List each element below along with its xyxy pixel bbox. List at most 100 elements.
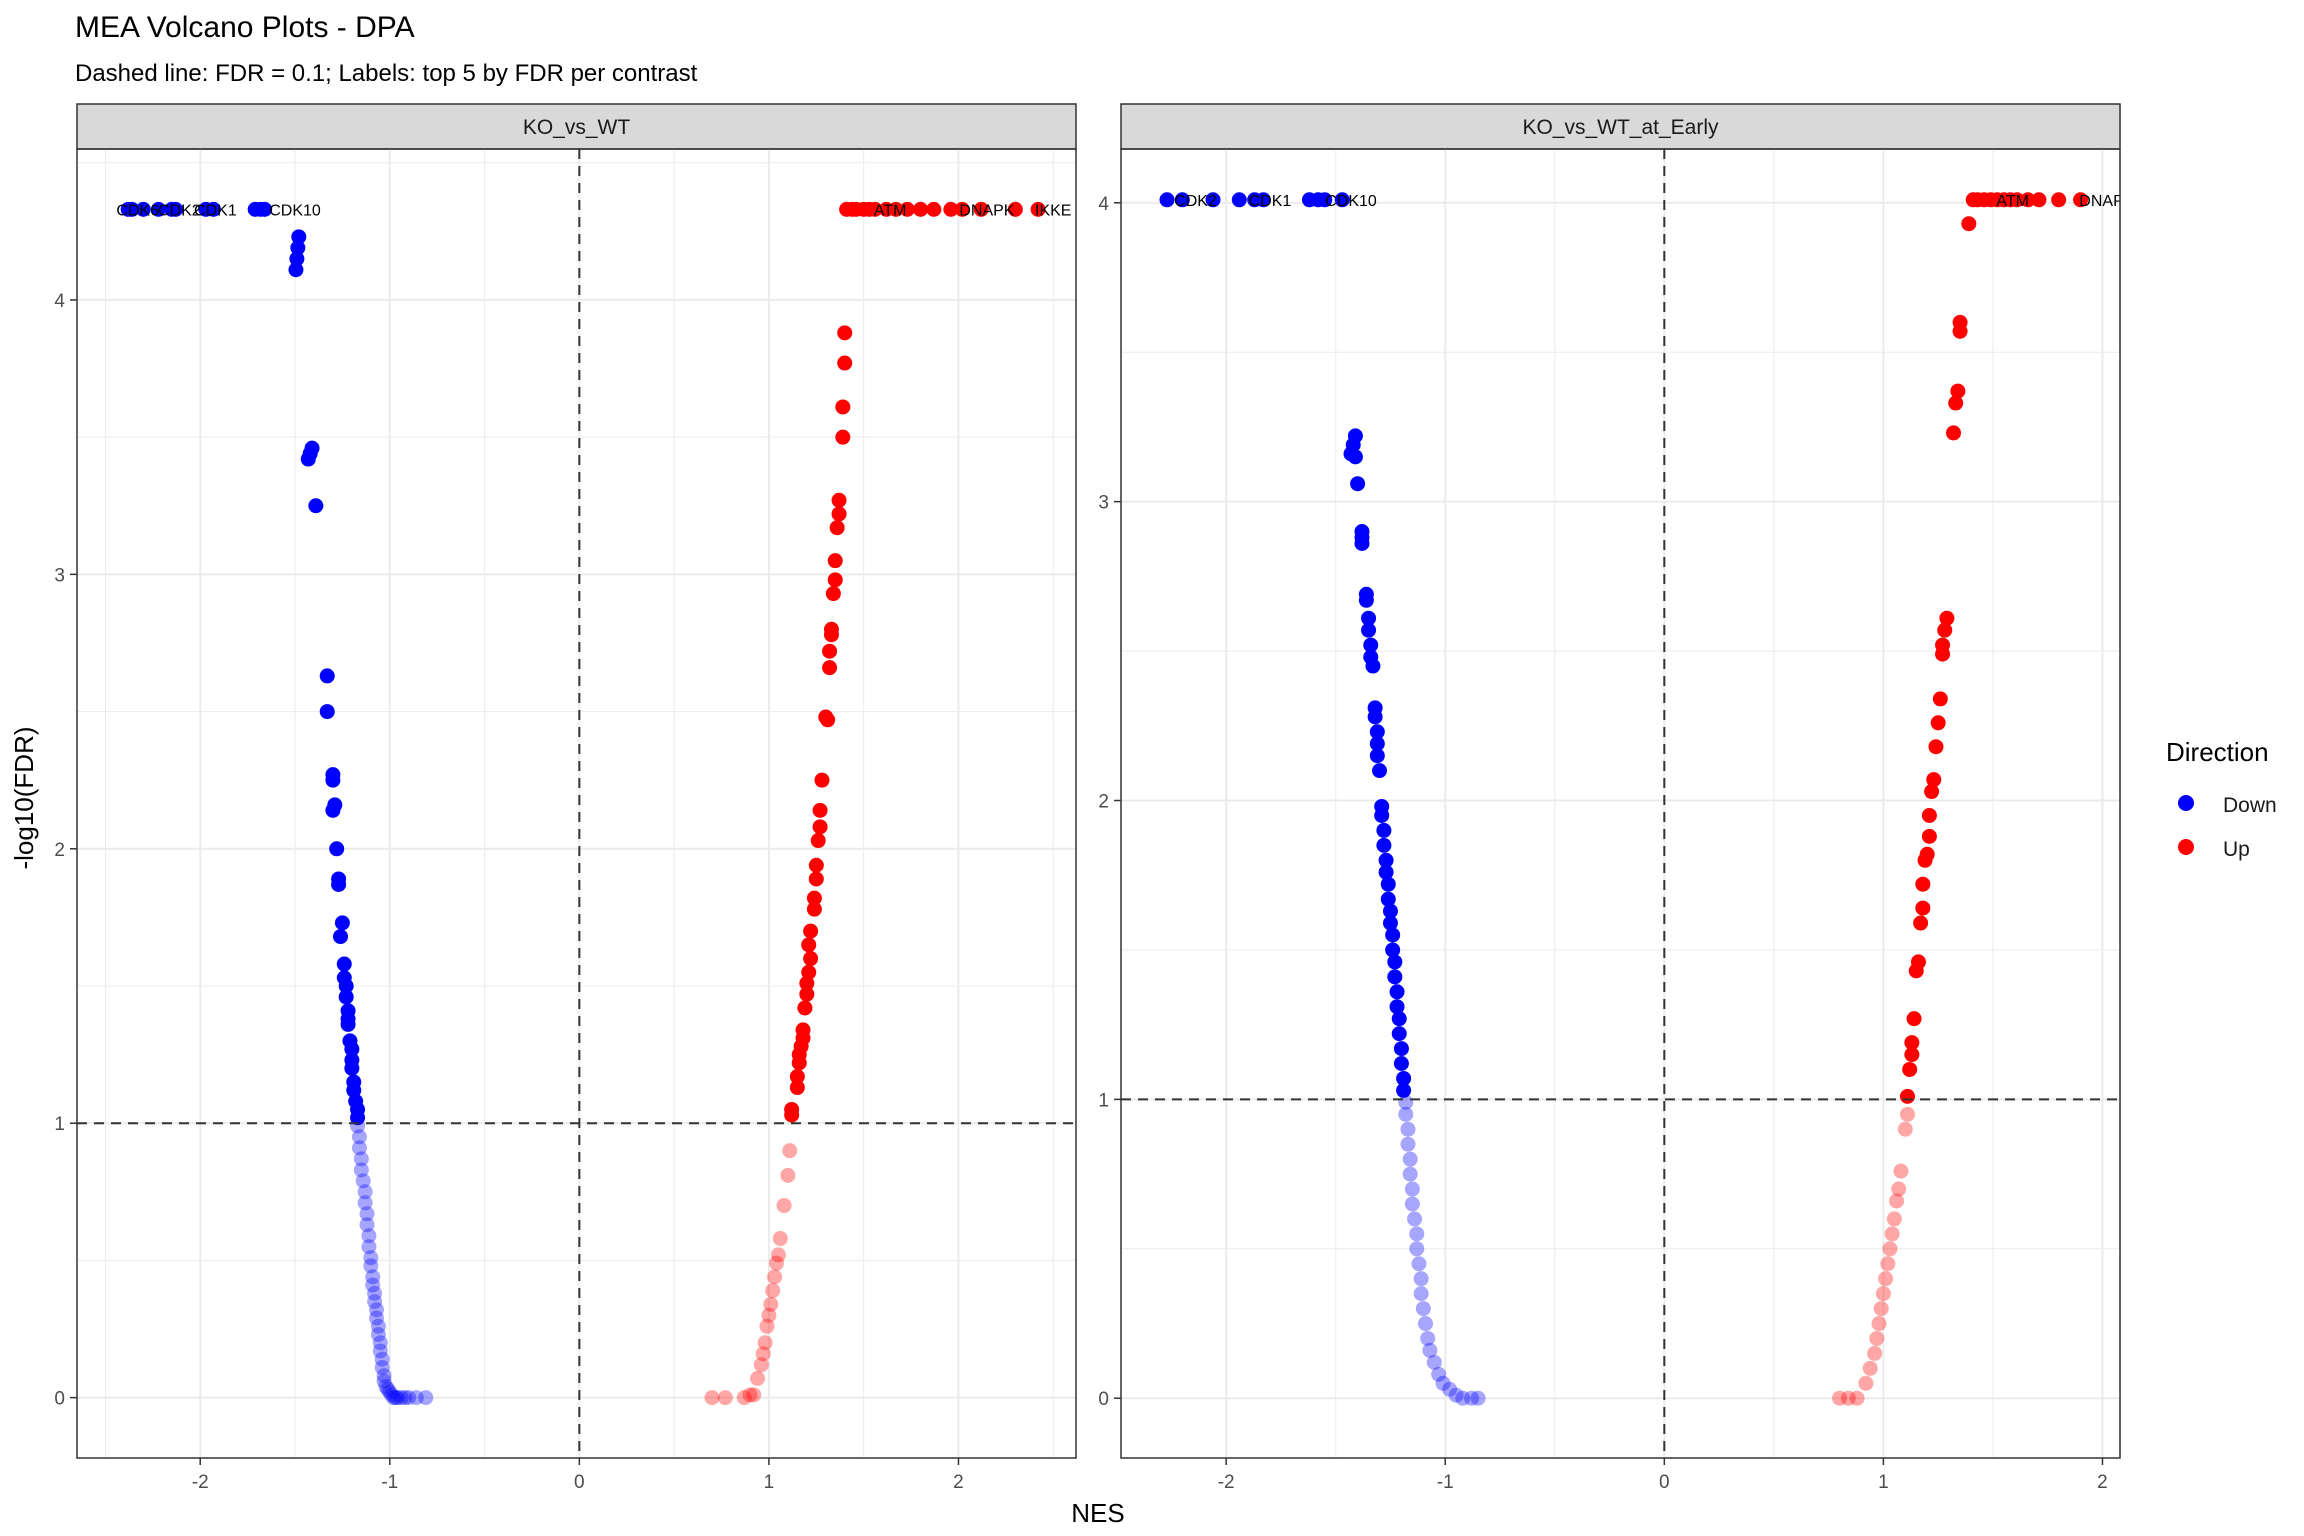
point-down bbox=[1455, 1390, 1471, 1406]
panel-border bbox=[1120, 148, 2121, 1459]
point-up bbox=[784, 1101, 800, 1117]
point-down bbox=[329, 841, 345, 857]
point-down bbox=[1376, 822, 1392, 838]
point-down bbox=[1470, 1390, 1486, 1406]
y-tick-label: 2 bbox=[1098, 792, 1109, 813]
point-up bbox=[822, 660, 838, 676]
point-down bbox=[151, 201, 167, 217]
point-up bbox=[1899, 1106, 1915, 1122]
panel-strip-title: KO_vs_WT_at_Early bbox=[1522, 116, 1719, 139]
point-down bbox=[1382, 903, 1398, 919]
x-tick-label: -1 bbox=[1437, 1472, 1454, 1493]
legend-label-up: Up bbox=[2223, 838, 2250, 861]
y-tick-label: 1 bbox=[1098, 1090, 1109, 1111]
point-up bbox=[1935, 637, 1951, 653]
point-down bbox=[351, 1140, 367, 1156]
point-up bbox=[1893, 1163, 1909, 1179]
point-down bbox=[397, 1390, 413, 1406]
point-label: CDK10 bbox=[269, 202, 321, 219]
point-up bbox=[812, 802, 828, 818]
point-up bbox=[801, 964, 817, 980]
point-down bbox=[372, 1335, 388, 1351]
point-down bbox=[1347, 449, 1363, 465]
point-down bbox=[401, 1390, 417, 1406]
points-group bbox=[1159, 192, 2089, 1406]
ref-lines bbox=[77, 149, 1076, 1458]
point-up bbox=[1884, 1226, 1900, 1242]
point-down bbox=[334, 915, 350, 931]
point-down bbox=[1358, 592, 1374, 608]
point-up bbox=[1915, 900, 1931, 916]
point-up bbox=[837, 325, 853, 341]
point-up bbox=[1930, 715, 1946, 731]
point-up bbox=[736, 1390, 752, 1406]
point-down bbox=[1400, 1136, 1416, 1152]
point-down bbox=[319, 668, 335, 684]
point-down bbox=[1385, 942, 1401, 958]
point-down bbox=[361, 1228, 377, 1244]
point-label: CDK2 bbox=[1174, 193, 1217, 210]
point-down bbox=[1400, 1121, 1416, 1137]
point-down bbox=[351, 1129, 367, 1145]
point-up bbox=[2009, 192, 2025, 208]
point-down bbox=[359, 1206, 375, 1222]
point-label: IKKE bbox=[1035, 202, 1071, 219]
point-down bbox=[1363, 637, 1379, 653]
point-down bbox=[1354, 535, 1370, 551]
point-up bbox=[1882, 1241, 1898, 1257]
point-up bbox=[789, 1080, 805, 1096]
point-up bbox=[765, 1283, 781, 1299]
point-down bbox=[355, 1173, 371, 1189]
point-up bbox=[1904, 1047, 1920, 1063]
point-down bbox=[1402, 1166, 1418, 1182]
point-up bbox=[822, 643, 838, 659]
point-up bbox=[1873, 1301, 1889, 1317]
point-down bbox=[363, 1250, 379, 1266]
point-up bbox=[801, 937, 817, 953]
point-down bbox=[1372, 763, 1388, 779]
point-down bbox=[1374, 807, 1390, 823]
x-tick-label: -1 bbox=[381, 1472, 398, 1493]
point-up bbox=[780, 1167, 796, 1183]
x-tick-label: 0 bbox=[574, 1472, 585, 1493]
point-down bbox=[325, 802, 341, 818]
point-up bbox=[772, 1230, 788, 1246]
point-up bbox=[1913, 915, 1929, 931]
point-up bbox=[1869, 1330, 1885, 1346]
point-down bbox=[308, 498, 324, 514]
point-up bbox=[867, 201, 883, 217]
point-up bbox=[799, 986, 815, 1002]
point-down bbox=[408, 1390, 424, 1406]
point-down bbox=[1422, 1342, 1438, 1358]
point-down bbox=[1411, 1256, 1427, 1272]
point-down bbox=[353, 1162, 369, 1178]
point-down bbox=[1365, 658, 1381, 674]
point-up bbox=[1915, 876, 1931, 892]
point-down bbox=[1413, 1286, 1429, 1302]
point-up bbox=[1878, 1271, 1894, 1287]
point-up bbox=[1832, 1390, 1848, 1406]
panel-strip bbox=[76, 103, 1077, 150]
point-up bbox=[829, 520, 845, 536]
point-down bbox=[1404, 1196, 1420, 1212]
point-up bbox=[761, 1307, 777, 1323]
point-down bbox=[1396, 1082, 1412, 1098]
point-down bbox=[1389, 984, 1405, 1000]
point-down bbox=[1367, 709, 1383, 725]
point-up bbox=[759, 1318, 775, 1334]
point-label: CDK6 bbox=[116, 202, 159, 219]
point-down bbox=[372, 1343, 388, 1359]
point-up bbox=[1904, 1035, 1920, 1051]
point-down bbox=[1378, 852, 1394, 868]
point-down bbox=[350, 1118, 366, 1134]
point-up bbox=[899, 201, 915, 217]
point-down bbox=[1159, 192, 1175, 208]
point-up bbox=[1924, 784, 1940, 800]
point-label: CDK10 bbox=[1325, 193, 1377, 210]
point-down bbox=[386, 1390, 402, 1406]
x-tick-label: 0 bbox=[1659, 1472, 1670, 1493]
point-down bbox=[319, 704, 335, 720]
point-up bbox=[1926, 772, 1942, 788]
point-down bbox=[1435, 1375, 1451, 1391]
